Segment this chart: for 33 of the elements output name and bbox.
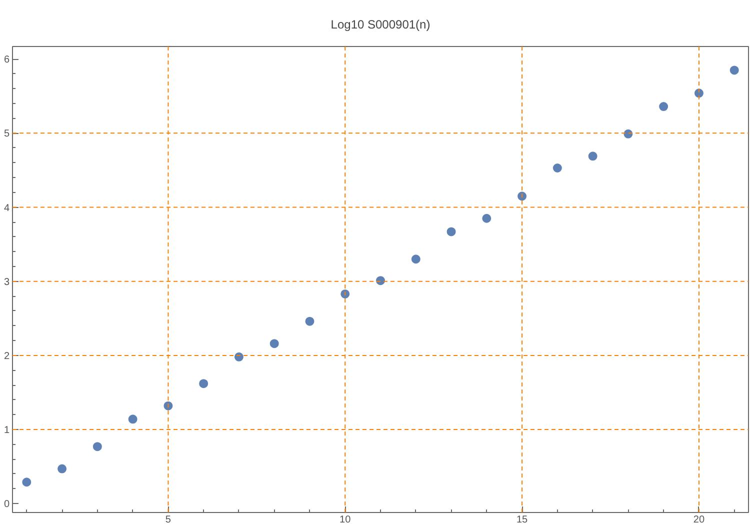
point bbox=[518, 192, 527, 201]
point bbox=[199, 379, 208, 388]
point bbox=[92, 442, 102, 452]
point bbox=[552, 164, 562, 172]
point bbox=[340, 289, 350, 298]
point bbox=[588, 152, 598, 161]
point bbox=[446, 227, 456, 236]
x-tick-label: 15 bbox=[516, 514, 528, 525]
point bbox=[270, 339, 279, 348]
point bbox=[730, 66, 739, 75]
point bbox=[164, 401, 173, 410]
y-tick-label: 0 bbox=[4, 499, 10, 510]
y-tick-label: 4 bbox=[4, 202, 10, 214]
point bbox=[376, 276, 385, 286]
y-tick-label: 6 bbox=[4, 54, 10, 66]
point bbox=[58, 464, 67, 474]
y-tick-label: 2 bbox=[4, 350, 10, 362]
y-tick-label: 3 bbox=[4, 276, 10, 288]
y-tick-label: 1 bbox=[4, 425, 10, 436]
point bbox=[694, 88, 704, 98]
point bbox=[234, 352, 244, 362]
point bbox=[128, 414, 138, 424]
y-tick-label: 5 bbox=[4, 128, 10, 140]
chart-title: Log10 S000901(n) bbox=[330, 18, 430, 32]
x-tick-label: 20 bbox=[693, 514, 705, 525]
point bbox=[22, 478, 32, 487]
point bbox=[624, 129, 633, 138]
x-tick-label: 10 bbox=[340, 514, 352, 525]
point bbox=[411, 254, 420, 264]
point bbox=[659, 102, 668, 111]
point bbox=[305, 316, 314, 326]
x-tick-label: 5 bbox=[165, 514, 172, 525]
point bbox=[482, 214, 492, 223]
